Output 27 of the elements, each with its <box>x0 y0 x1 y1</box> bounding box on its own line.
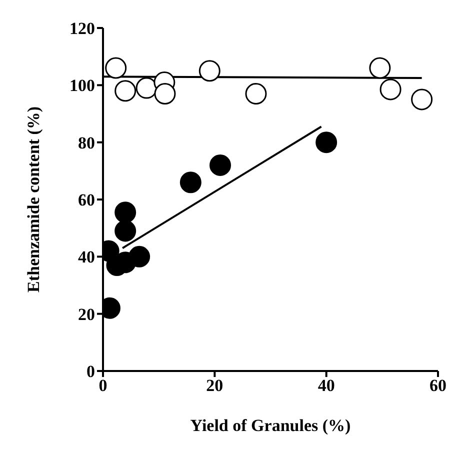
point <box>180 172 202 194</box>
y-tick-label: 100 <box>70 76 95 96</box>
y-tick-label: 80 <box>78 133 95 152</box>
point <box>114 220 136 242</box>
point <box>316 132 338 154</box>
point <box>114 202 136 224</box>
point <box>245 82 267 104</box>
x-axis-title: Yield of Granules (%) <box>190 416 351 435</box>
point <box>380 78 402 100</box>
y-axis-title: Ethenzamide content (%) <box>24 106 44 293</box>
x-tick-label: 40 <box>318 376 335 396</box>
y-tick-label: 0 <box>86 362 95 382</box>
point <box>210 154 231 176</box>
point <box>369 57 391 79</box>
y-tick-label: 20 <box>78 304 95 324</box>
y-tick-label: 40 <box>78 248 95 267</box>
y-tick-label: 60 <box>78 190 95 210</box>
x-tick-label: 20 <box>206 376 224 396</box>
x-tick-label: 0 <box>98 376 108 396</box>
point <box>114 80 136 102</box>
y-tick-label: 120 <box>70 19 95 38</box>
point <box>411 88 433 110</box>
x-tick-label: 60 <box>430 376 446 396</box>
point <box>154 82 176 104</box>
point <box>198 60 220 82</box>
point <box>128 246 150 268</box>
point <box>105 57 127 79</box>
